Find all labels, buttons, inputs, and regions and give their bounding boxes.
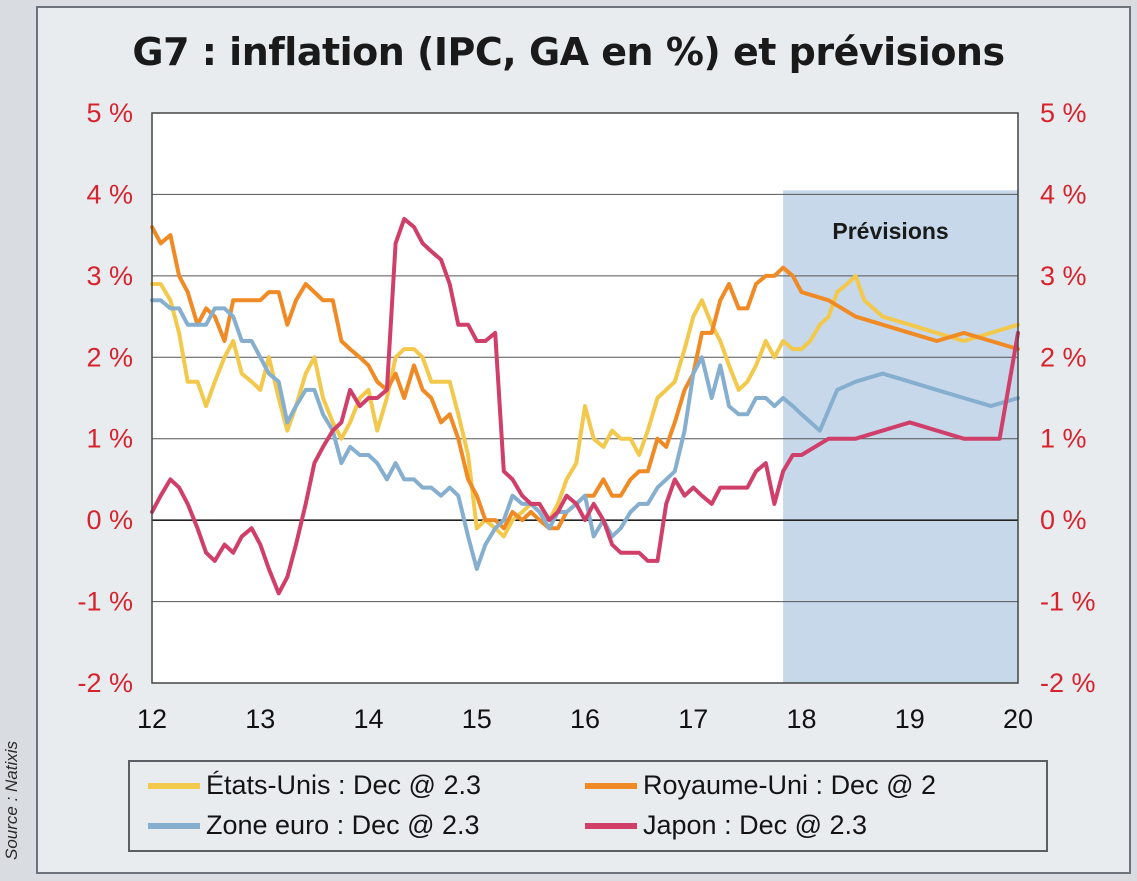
legend-item-japon: Japon : Dec @ 2.3	[585, 810, 867, 841]
y-tick-left: -2 %	[77, 668, 133, 698]
y-tick-right: -1 %	[1040, 587, 1096, 617]
legend-label-japon: Japon : Dec @ 2.3	[643, 810, 868, 840]
legend-swatch-royaume-uni	[585, 782, 637, 789]
series-line-royaume-uni	[150, 225, 1020, 531]
y-tick-left: 0 %	[86, 505, 133, 535]
legend-item-royaume-uni: Royaume-Uni : Dec @ 2	[585, 770, 936, 801]
y-tick-right: 0 %	[1040, 505, 1087, 535]
forecast-region	[783, 190, 1018, 683]
legend-item-etats-unis: États-Unis : Dec @ 2.3	[148, 770, 481, 801]
x-tick: 19	[895, 704, 925, 734]
x-tick: 15	[462, 704, 492, 734]
x-tick: 18	[786, 704, 816, 734]
y-tick-right: 2 %	[1040, 342, 1087, 372]
legend-label-etats-unis: États-Unis : Dec @ 2.3	[206, 770, 481, 800]
legend: États-Unis : Dec @ 2.3 Royaume-Uni : Dec…	[128, 760, 1048, 852]
x-tick: 14	[353, 704, 383, 734]
legend-label-zone-euro: Zone euro : Dec @ 2.3	[206, 810, 480, 840]
legend-label-royaume-uni: Royaume-Uni : Dec @ 2	[643, 770, 937, 800]
y-tick-right: -2 %	[1040, 668, 1096, 698]
chart-title: G7 : inflation (IPC, GA en %) et prévisi…	[132, 30, 1005, 74]
x-tick: 16	[570, 704, 600, 734]
legend-item-zone-euro: Zone euro : Dec @ 2.3	[148, 810, 480, 841]
y-tick-right: 5 %	[1040, 98, 1087, 128]
y-tick-left: 1 %	[86, 424, 133, 454]
y-tick-left: 5 %	[86, 98, 133, 128]
y-tick-left: -1 %	[77, 587, 133, 617]
y-tick-right: 4 %	[1040, 179, 1087, 209]
y-tick-left: 4 %	[86, 179, 133, 209]
y-tick-right: 1 %	[1040, 424, 1087, 454]
y-tick-left: 2 %	[86, 342, 133, 372]
series-layer	[150, 216, 1020, 596]
series-line-zone-euro	[150, 298, 1020, 571]
plot-border	[151, 112, 1019, 684]
y-tick-right: 3 %	[1040, 261, 1087, 291]
x-tick: 12	[137, 704, 167, 734]
legend-swatch-zone-euro	[148, 822, 200, 829]
legend-swatch-japon	[585, 822, 637, 829]
legend-swatch-etats-unis	[148, 782, 200, 789]
x-tick: 17	[678, 704, 708, 734]
x-tick: 13	[245, 704, 275, 734]
y-tick-left: 3 %	[86, 261, 133, 291]
series-line-japon	[150, 216, 1020, 596]
tick-labels: 5 % 4 % 3 % 2 % 1 % 0 % -1 % -2 % 5 % 4 % 3 % 2 % 1 …	[77, 98, 1095, 734]
forecast-label: Prévisions	[832, 218, 948, 244]
x-tick: 20	[1003, 704, 1033, 734]
